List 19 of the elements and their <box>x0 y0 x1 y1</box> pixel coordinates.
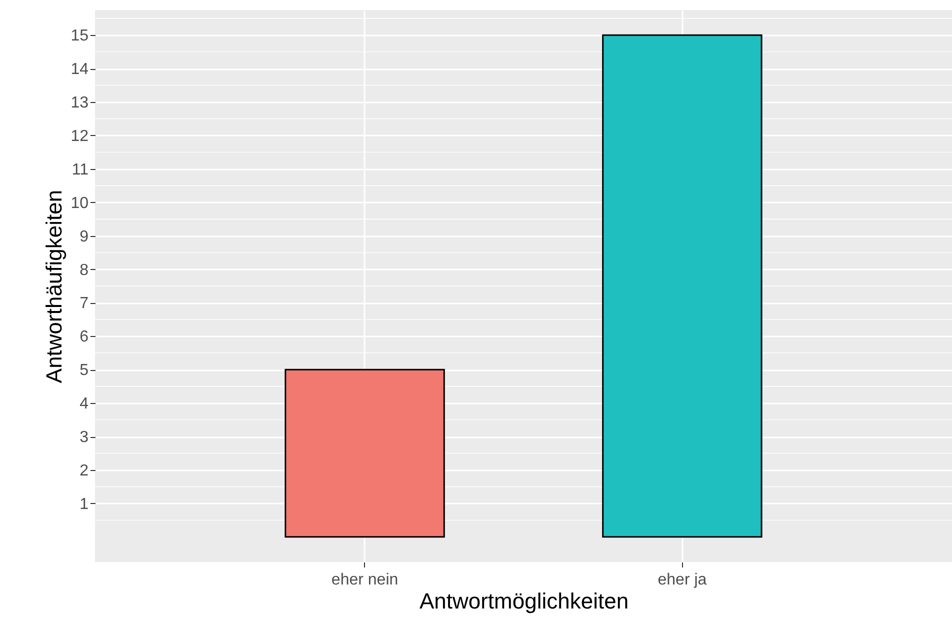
y-tick-label: 14 <box>70 61 89 78</box>
y-tick-label: 13 <box>70 94 89 112</box>
y-tick-label: 1 <box>80 496 89 513</box>
x-tick-label: eher nein <box>331 572 398 588</box>
y-tick-label: 11 <box>72 161 89 178</box>
y-tick-label: 2 <box>80 462 89 480</box>
y-tick-label: 12 <box>70 128 89 145</box>
y-tick-label: 5 <box>80 362 89 380</box>
x-axis-title: Antwortmöglichkeiten <box>419 588 629 614</box>
y-tick-label: 7 <box>80 295 89 312</box>
y-tick-label: 15 <box>70 28 89 45</box>
y-tick-label: 6 <box>80 328 89 346</box>
y-tick-label: 10 <box>70 194 89 212</box>
x-tick-label: eher ja <box>658 572 707 588</box>
y-tick-label: 4 <box>80 396 89 413</box>
y-axis-title: Antworthäufigkeiten <box>42 190 67 384</box>
y-tick-label: 3 <box>80 429 89 446</box>
y-tick-label: 9 <box>80 228 89 246</box>
y-tick-label: 8 <box>80 262 89 279</box>
